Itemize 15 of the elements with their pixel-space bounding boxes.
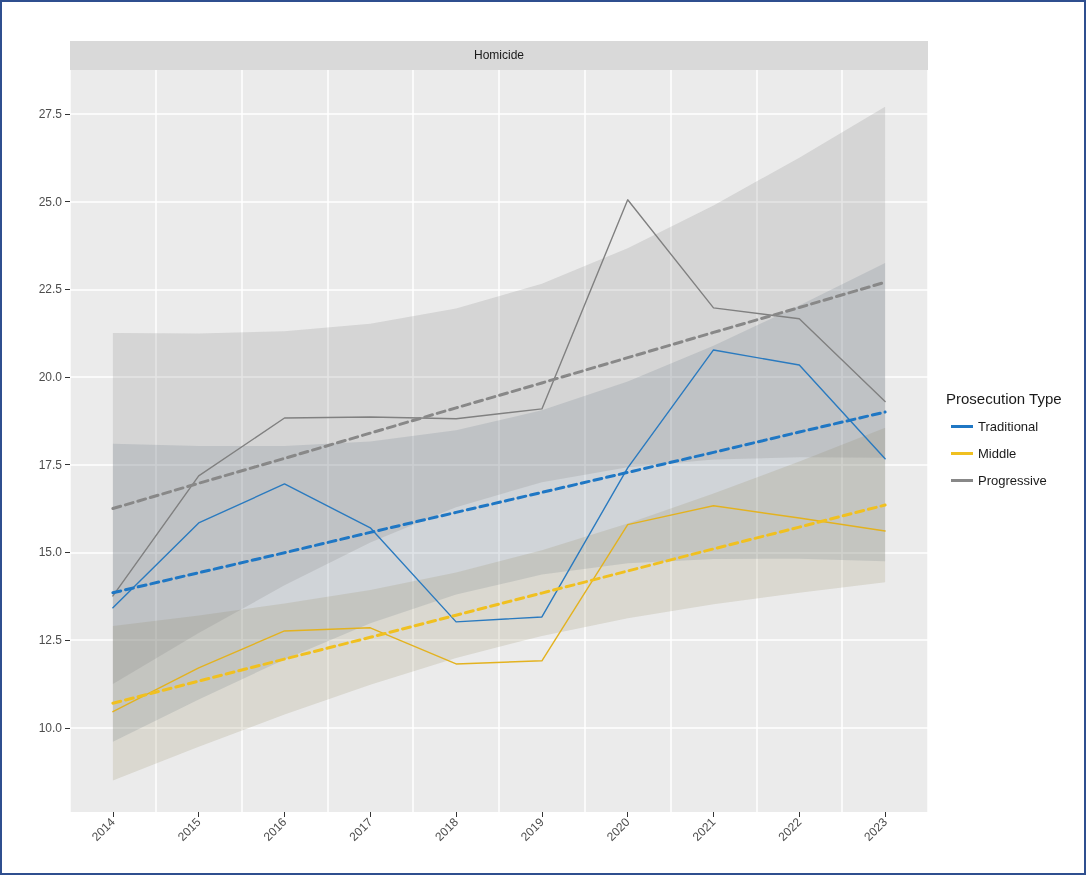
line-series <box>112 349 886 623</box>
y-tick-label: 27.5 <box>38 106 63 121</box>
y-tick-label: 12.5 <box>38 633 63 648</box>
y-tick-label: 15.0 <box>38 545 63 560</box>
chart-title: Homicide <box>70 41 928 70</box>
y-tick-label: 22.5 <box>38 282 63 297</box>
y-tick-label: 25.0 <box>38 194 63 209</box>
y-tick-label: 20.0 <box>38 369 63 384</box>
legend-label: Progressive <box>978 473 1047 488</box>
y-tick-label: 10.0 <box>38 720 63 735</box>
line-series <box>112 199 886 597</box>
y-tick-label: 17.5 <box>38 457 63 472</box>
legend-label: Traditional <box>978 419 1039 434</box>
legend-label: Middle <box>978 446 1017 461</box>
legend-title: Prosecution Type <box>946 390 1062 407</box>
